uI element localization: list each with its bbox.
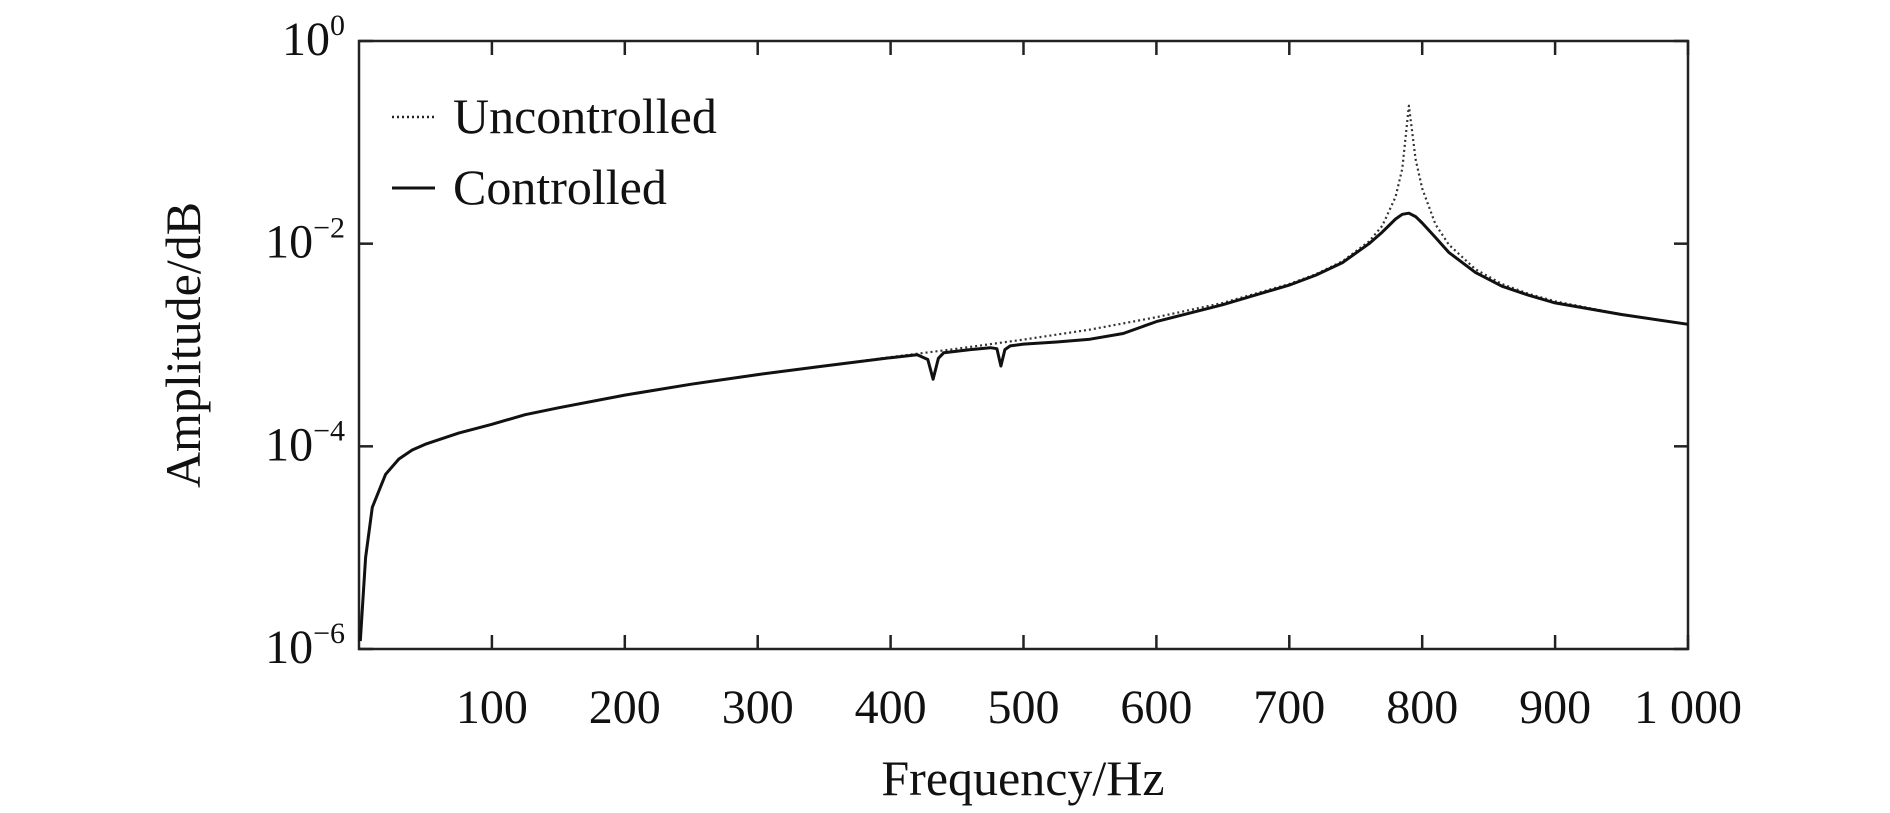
- y-axis-ticks: 10−6 10−4 10−2 100: [265, 9, 1688, 674]
- x-tick-label: 500: [988, 681, 1060, 734]
- y-tick-label: 10−6: [265, 617, 345, 674]
- y-axis-title: Amplitude/dB: [155, 202, 211, 488]
- x-tick-label: 400: [855, 681, 927, 734]
- y-tick-label: 100: [282, 9, 345, 66]
- series-line-controlled: [358, 211, 1689, 642]
- x-tick-label: 1 000: [1634, 681, 1742, 734]
- legend: Uncontrolled Controlled: [392, 88, 717, 215]
- x-axis-title: Frequency/Hz: [881, 750, 1164, 806]
- x-tick-label: 200: [589, 681, 661, 734]
- x-tick-label: 100: [456, 681, 528, 734]
- x-tick-label: 700: [1253, 681, 1325, 734]
- x-tick-label: 300: [722, 681, 794, 734]
- x-tick-label: 800: [1386, 681, 1458, 734]
- y-tick-label: 10−4: [265, 414, 345, 471]
- x-tick-label: 900: [1519, 681, 1591, 734]
- y-tick-label: 10−2: [265, 212, 345, 269]
- x-axis-ticks: 100 200 300 400 500 600 700 800 900 1 000: [456, 41, 1742, 734]
- series-layer: [358, 104, 1689, 642]
- legend-label-uncontrolled: Uncontrolled: [453, 88, 717, 144]
- legend-label-controlled: Controlled: [453, 159, 667, 215]
- x-tick-label: 600: [1120, 681, 1192, 734]
